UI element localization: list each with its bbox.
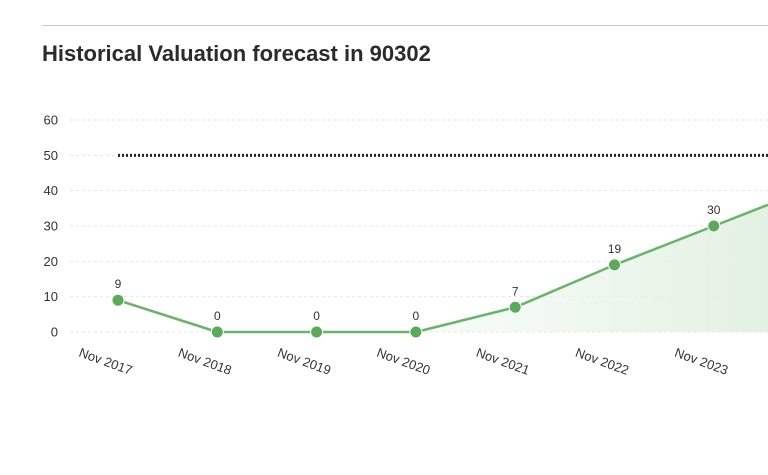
data-label: 9 (115, 277, 122, 291)
x-tick-label: Nov 2018 (176, 345, 233, 378)
data-label: 19 (608, 242, 622, 256)
x-tick-label: Nov 2022 (573, 345, 630, 378)
page-title: Historical Valuation forecast in 90302 (42, 41, 431, 66)
y-tick-label: 0 (51, 325, 58, 340)
x-tick-label: Nov 2017 (77, 345, 134, 378)
data-point (508, 300, 522, 314)
data-label: 0 (214, 309, 221, 323)
y-tick-label: 40 (44, 183, 58, 198)
area-fill (118, 204, 768, 332)
x-tick-label: Nov 2023 (673, 345, 730, 378)
x-tick-label: Nov 2019 (276, 345, 333, 378)
y-tick-label: 10 (44, 289, 58, 304)
data-label: 0 (413, 309, 420, 323)
data-label: 7 (512, 284, 519, 298)
series-line (117, 203, 768, 334)
x-tick-label: Nov 2020 (375, 345, 432, 378)
data-point (310, 325, 324, 339)
data-point (707, 219, 721, 233)
data-point (210, 325, 224, 339)
y-tick-label: 20 (44, 254, 58, 269)
top-divider (42, 25, 768, 26)
data-point (111, 293, 125, 307)
y-tick-label: 30 (44, 219, 58, 234)
data-point (409, 325, 423, 339)
data-label: 30 (707, 203, 721, 217)
data-point (608, 258, 621, 272)
y-tick-label: 50 (44, 148, 58, 163)
data-label: 0 (313, 309, 320, 323)
y-tick-label: 60 (44, 113, 58, 128)
x-tick-label: Nov 2021 (474, 345, 531, 378)
